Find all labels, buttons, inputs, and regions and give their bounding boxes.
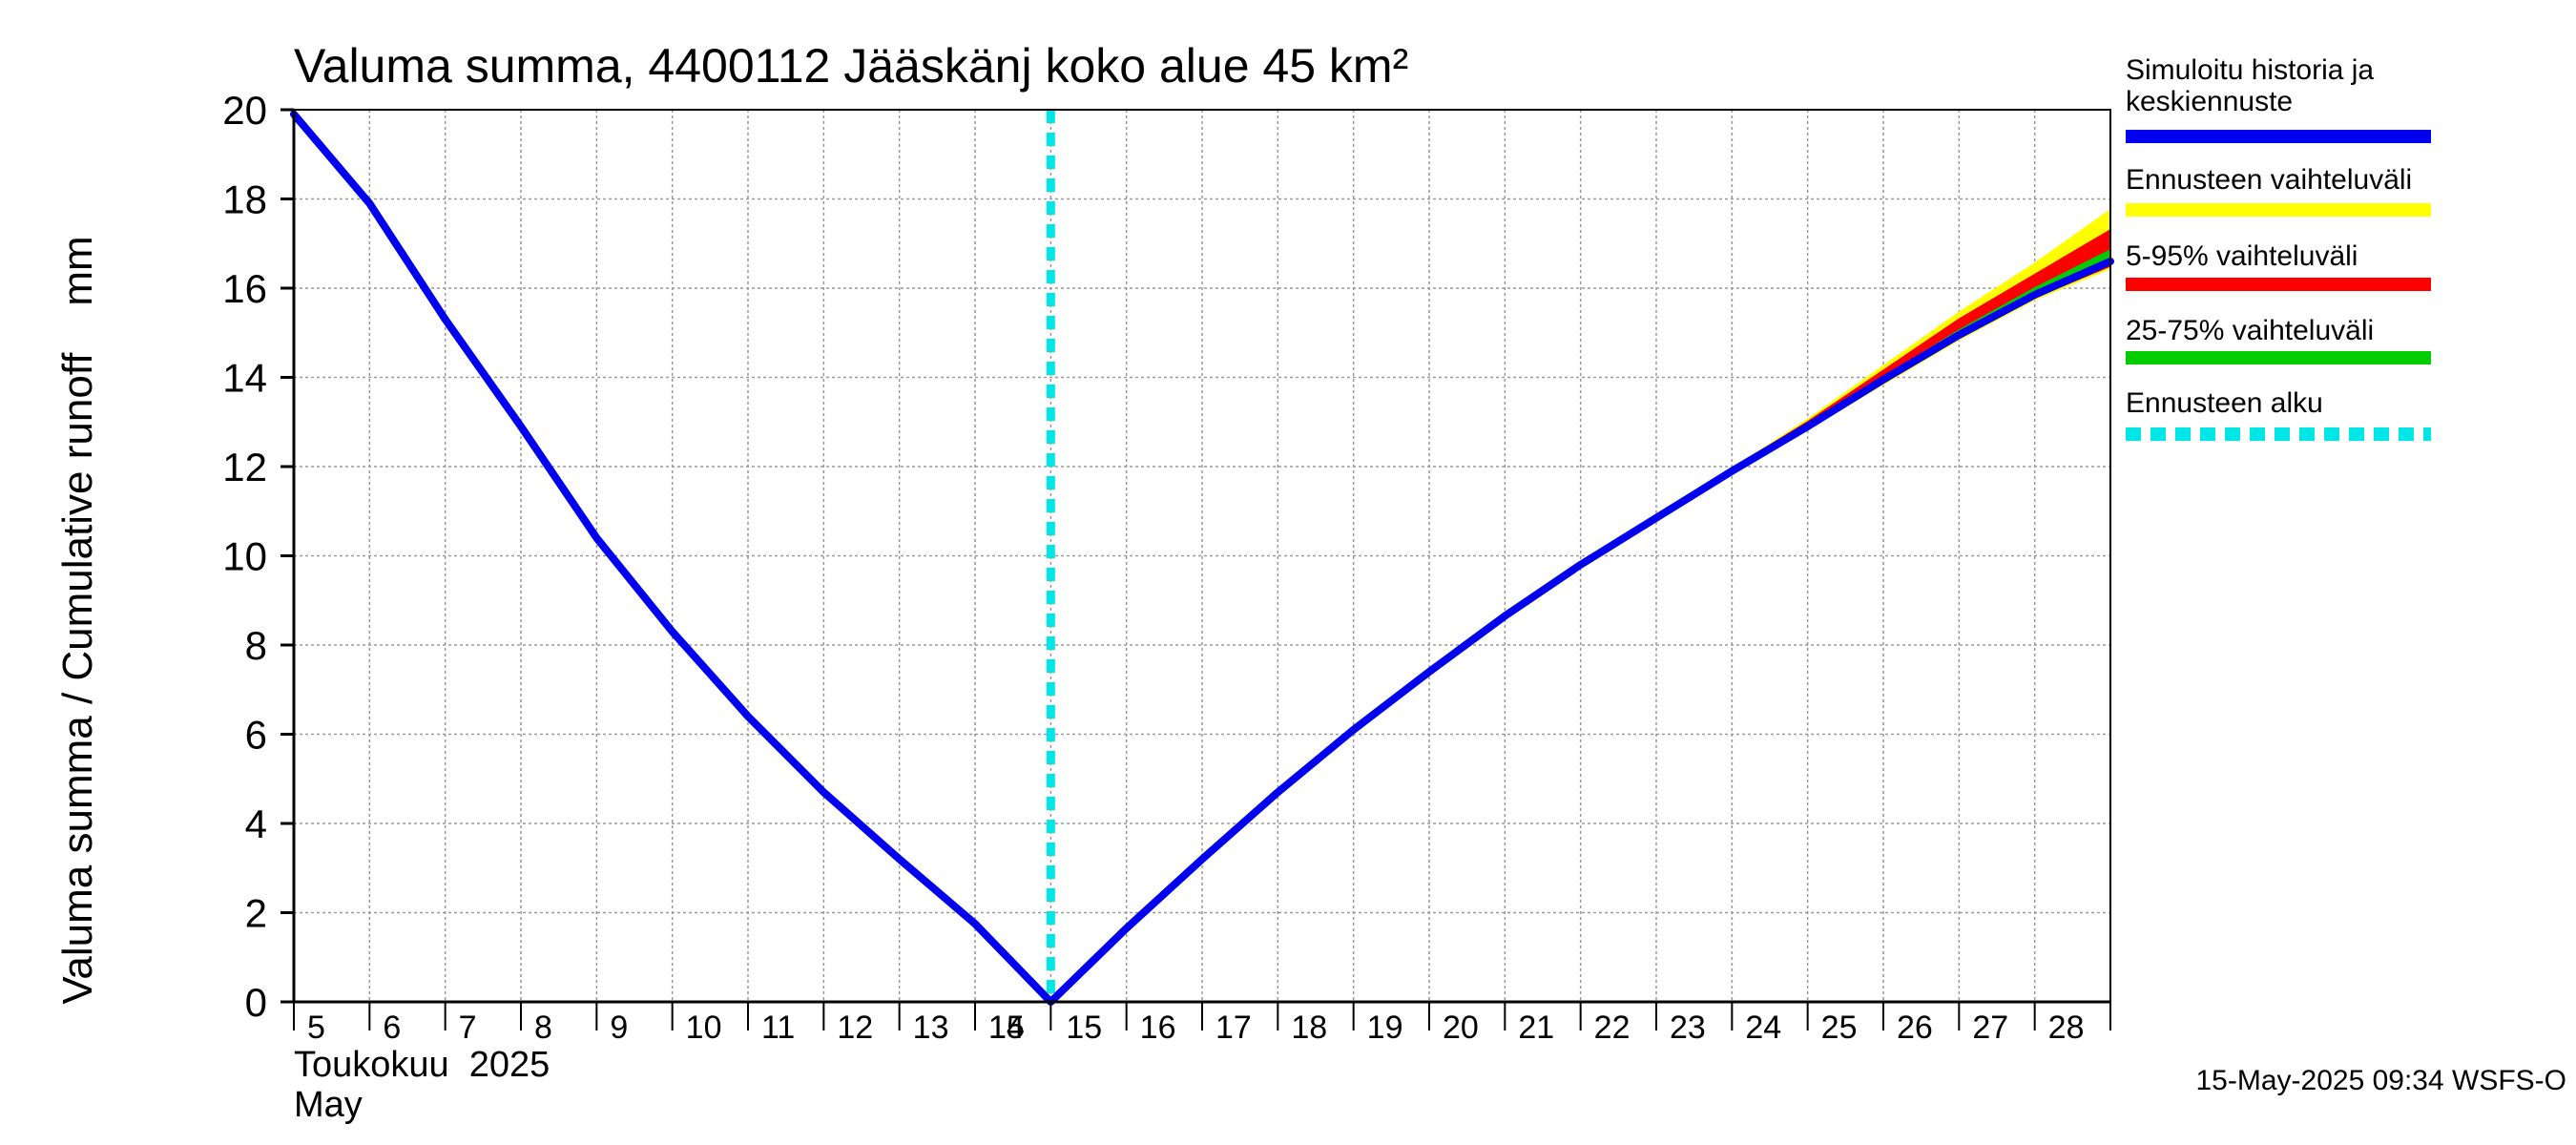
band-ennusteen-vaihteluv-li (1731, 208, 2111, 473)
x-tick-label: 21 (1518, 1010, 1554, 1046)
x-tick-label: 16 (1140, 1010, 1176, 1046)
x-tick-label: 27 (1972, 1010, 2008, 1046)
series-line-main (290, 110, 2114, 1006)
y-tick-label: 8 (245, 623, 267, 668)
x-tick-label: 17 (1215, 1010, 1252, 1046)
x-tick-label: 9 (610, 1010, 628, 1046)
chart-title: Valuma summa, 4400112 Jääskänj koko alue… (294, 39, 1408, 93)
y-tick-labels: 0 2 4 6 8 10 12 14 16 18 20 (222, 88, 294, 1025)
x-tick-label: 10 (686, 1010, 722, 1046)
x-tick-label: 14 (988, 1010, 1025, 1046)
y-tick-label: 4 (245, 802, 267, 846)
y-tick-label: 20 (222, 88, 267, 133)
x-tick-label: 19 (1367, 1010, 1403, 1046)
x-tick-label: 7 (459, 1010, 477, 1046)
series-lines (290, 110, 2114, 1006)
x-tick-label: 6 (383, 1010, 401, 1046)
legend-label: 5-95% vaihteluväli (2126, 240, 2358, 272)
y-tick-label: 10 (222, 534, 267, 579)
x-tick-label: 13 (913, 1010, 949, 1046)
legend-label: keskiennuste (2126, 86, 2293, 117)
y-tick-label: 0 (245, 980, 267, 1025)
legend-label: Simuloitu historia ja (2126, 54, 2374, 86)
grid (293, 109, 2111, 1003)
x-tick-label: 26 (1897, 1010, 1933, 1046)
x-tick-label: 18 (1291, 1010, 1327, 1046)
y-tick-label: 12 (222, 445, 267, 489)
legend-label: Ennusteen alku (2126, 387, 2323, 419)
y-tick-label: 2 (245, 891, 267, 936)
y-tick-label: 6 (245, 713, 267, 758)
x-tick-label: 24 (1745, 1010, 1781, 1046)
y-tick-label: 18 (222, 177, 267, 222)
footer-timestamp: 15-May-2025 09:34 WSFS-O (2196, 1065, 2567, 1096)
x-tick-label: 23 (1670, 1010, 1706, 1046)
forecast-bands (1731, 208, 2111, 473)
x-tick-label: 25 (1821, 1010, 1858, 1046)
y-tick-label: 16 (222, 266, 267, 311)
x-tick-label: 15 (988, 1010, 1025, 1046)
x-tick-label: 15 (1066, 1010, 1102, 1046)
x-period-label: Toukokuu 2025 (294, 1045, 550, 1085)
x-tick-label: 8 (534, 1010, 552, 1046)
x-tick-label: 5 (307, 1010, 325, 1046)
y-tick-label: 14 (222, 356, 267, 401)
x-tick-label: 28 (2048, 1010, 2085, 1046)
x-period-label-en: May (294, 1085, 363, 1125)
legend-label: Ennusteen vaihteluväli (2126, 164, 2412, 196)
x-tick-label: 12 (837, 1010, 873, 1046)
x-tick-label: 20 (1443, 1010, 1479, 1046)
y-axis-label: Valuma summa / Cumulative runoff mm (54, 236, 101, 1004)
legend-label: 25-75% vaihteluväli (2126, 315, 2374, 346)
x-tick-label: 22 (1594, 1010, 1631, 1046)
x-tick-label: 11 (761, 1010, 795, 1046)
